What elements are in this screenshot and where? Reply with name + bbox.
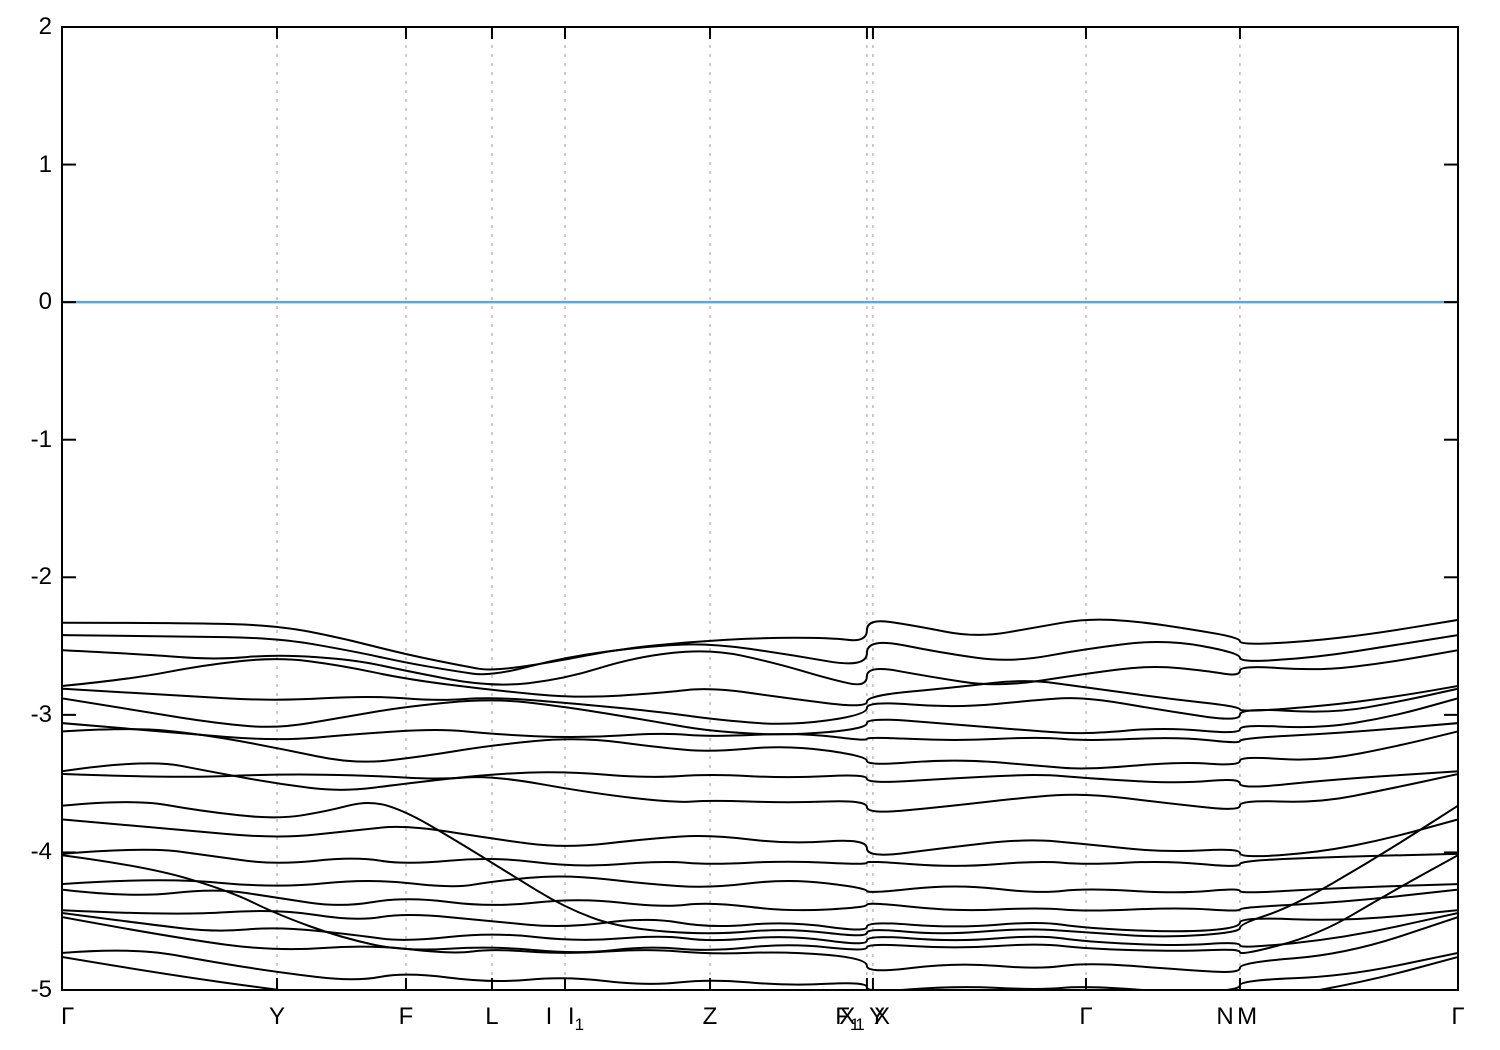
ytick-label: 1 [38, 150, 52, 178]
xtick-label: Γ [60, 1003, 75, 1030]
ytick-label: -5 [30, 976, 52, 1003]
band-line [63, 912, 1457, 948]
band-line [63, 888, 1457, 912]
xtick-label: M [1237, 1003, 1258, 1030]
ytick-label: -3 [30, 700, 52, 728]
ytick-label: 0 [38, 288, 52, 316]
xtick-label: Γ [1451, 1003, 1465, 1030]
band-line [63, 687, 1457, 725]
band-line [63, 818, 1457, 858]
xtick-label: I1 [567, 1003, 585, 1034]
xtick-label: Y [268, 1003, 285, 1030]
xtick-label: F [398, 1003, 414, 1030]
ytick-label: -1 [30, 425, 52, 453]
ytick-label: -2 [30, 563, 52, 591]
xtick-label: F1 [835, 1003, 860, 1034]
band-line [63, 875, 1457, 894]
band-lines-group [63, 618, 1457, 989]
band-line [63, 854, 1457, 955]
xtick-label: Γ [1079, 1003, 1093, 1030]
band-line [63, 618, 1457, 671]
band-line [63, 949, 1457, 989]
xtick-label: N [1216, 1003, 1234, 1030]
band-line [63, 634, 1457, 676]
band-line [63, 801, 1457, 938]
ytick-label: -4 [30, 838, 52, 866]
plot-border [61, 26, 1459, 991]
xtick-label: X1 [839, 1003, 865, 1034]
xtick-label: I [545, 1003, 553, 1030]
band-line [63, 909, 1457, 933]
ytick-label: 2 [38, 13, 52, 40]
band-line [63, 848, 1457, 867]
band-line [63, 762, 1457, 791]
band-line [63, 728, 1457, 770]
band-line [63, 697, 1457, 736]
band-line [63, 649, 1457, 686]
xtick-label: X [873, 1003, 891, 1030]
xtick-label: Z [702, 1003, 718, 1030]
xtick-label: Y [868, 1003, 885, 1030]
xtick-label: L [485, 1003, 499, 1030]
band-line [63, 658, 1457, 712]
band-line [63, 773, 1457, 813]
band-line [63, 916, 1457, 973]
band-line [63, 722, 1457, 744]
